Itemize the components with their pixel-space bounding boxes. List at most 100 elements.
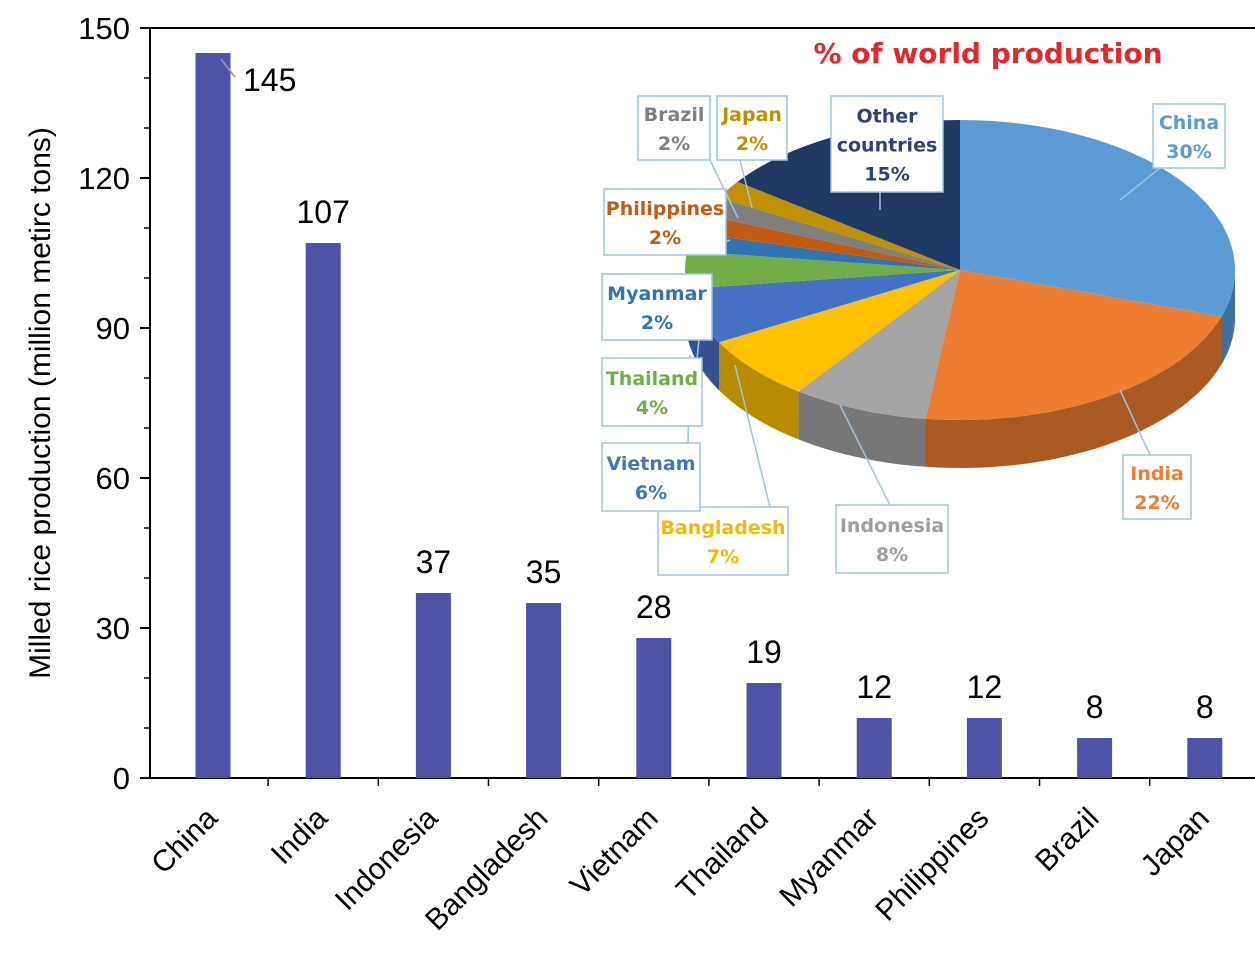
y-tick-label: 30 xyxy=(96,611,130,646)
callout-percent: 6% xyxy=(635,482,667,504)
x-tick-label: Thailand xyxy=(670,802,775,907)
callout-leader xyxy=(739,159,753,209)
callout-china: China 30% xyxy=(1119,103,1226,201)
callout-name: Other xyxy=(856,106,918,128)
callout-name: countries xyxy=(837,135,938,157)
callout-box xyxy=(1152,103,1226,169)
callout-india: India 22% xyxy=(1119,389,1192,520)
y-tick-label: 0 xyxy=(113,761,130,796)
callout-percent: 2% xyxy=(649,227,681,249)
data-label: 12 xyxy=(967,669,1003,705)
pie-side-indonesia xyxy=(798,391,926,467)
callout-box xyxy=(830,95,944,193)
x-tick-label: China xyxy=(145,801,224,880)
callout-name: Myanmar xyxy=(607,283,707,305)
callout-box xyxy=(1122,454,1192,520)
y-tick-label: 60 xyxy=(96,461,130,496)
data-label: 8 xyxy=(1196,689,1214,725)
pie-slice-philippines xyxy=(693,214,960,270)
pie-slice-japan xyxy=(719,181,960,270)
data-label: 107 xyxy=(297,194,350,230)
x-tick-label: Philippines xyxy=(869,802,995,928)
pie-slice-india xyxy=(925,270,1222,420)
callout-box xyxy=(637,95,711,161)
x-tick-label: Brazil xyxy=(1029,802,1105,878)
callout-leader xyxy=(709,159,739,219)
callout-brazil: Brazil 2% xyxy=(637,95,739,219)
bar-brazil xyxy=(1077,738,1113,778)
callout-name: Bangladesh xyxy=(660,517,785,539)
pie-chart: % of world productionChina30%India22%Ind… xyxy=(601,37,1235,576)
data-label: 19 xyxy=(746,634,782,670)
callout-name: Indonesia xyxy=(840,515,944,537)
callout-percent: 8% xyxy=(876,544,908,566)
bar-myanmar xyxy=(856,718,892,778)
callout-thailand: Thailand 4% xyxy=(601,329,703,427)
callout-name: Thailand xyxy=(606,368,698,390)
callout-philippines: Philippines 2% xyxy=(603,188,731,256)
callout-leader xyxy=(1119,389,1151,456)
data-label: 145 xyxy=(243,62,296,98)
callout-percent: 30% xyxy=(1166,141,1211,163)
bar-philippines xyxy=(966,718,1002,778)
pie-slice-bangladesh xyxy=(719,270,960,392)
x-tick-label: Myanmar xyxy=(773,802,885,914)
data-label: 35 xyxy=(526,554,562,590)
callout-myanmar: Myanmar 2% xyxy=(601,273,713,341)
callout-other-countries: Other countries 15% xyxy=(830,95,944,210)
callout-box xyxy=(657,506,789,576)
callout-name: China xyxy=(1159,112,1219,134)
pie-side-bangladesh xyxy=(719,342,799,440)
pie-slice-indonesia xyxy=(798,270,960,419)
callout-leader xyxy=(1119,167,1161,201)
callout-name: India xyxy=(1130,463,1184,485)
callout-box xyxy=(716,95,788,161)
callout-indonesia: Indonesia 8% xyxy=(835,404,949,574)
callout-leader xyxy=(839,404,891,506)
pie-slice-thailand xyxy=(685,251,960,289)
callout-bangladesh: Bangladesh 7% xyxy=(657,364,789,576)
pie-side-india xyxy=(925,316,1222,468)
x-tick-label: Vietnam xyxy=(564,802,665,903)
callout-percent: 2% xyxy=(658,133,690,155)
pie-slice-brazil xyxy=(704,197,960,270)
data-label-leader xyxy=(220,58,236,78)
callout-vietnam: Vietnam 6% xyxy=(601,354,701,512)
callout-box xyxy=(603,188,727,256)
bar-vietnam xyxy=(636,638,672,778)
data-label: 8 xyxy=(1086,689,1104,725)
pie-title: % of world production xyxy=(813,37,1162,70)
callout-name: Vietnam xyxy=(607,453,696,475)
x-tick-label: Indonesia xyxy=(329,801,445,917)
pie-slice-vietnam xyxy=(687,270,960,343)
callout-percent: 7% xyxy=(707,546,739,568)
callout-percent: 22% xyxy=(1134,492,1179,514)
callout-japan: Japan 2% xyxy=(716,95,788,209)
pie-slice-china xyxy=(960,120,1235,317)
pie-top xyxy=(685,120,1235,420)
bar-thailand xyxy=(746,683,782,778)
callout-leader xyxy=(734,364,771,508)
data-label: 28 xyxy=(636,589,672,625)
bar-japan xyxy=(1187,738,1223,778)
y-axis-title: Milled rice production (million metirc t… xyxy=(24,127,57,679)
y-tick-label: 150 xyxy=(78,11,130,46)
callout-percent: 2% xyxy=(641,312,673,334)
callout-percent: 15% xyxy=(864,164,909,186)
bar-china xyxy=(195,53,231,778)
callout-percent: 2% xyxy=(736,133,768,155)
pie-slice-myanmar xyxy=(687,232,960,270)
pie-callouts: China 30% India 22% Indonesia 8% Bangladesh 7% V… xyxy=(601,95,1226,576)
callout-name: Brazil xyxy=(644,104,705,126)
y-tick-label: 120 xyxy=(78,161,130,196)
data-label: 12 xyxy=(856,669,892,705)
callout-percent: 4% xyxy=(636,397,668,419)
bar-bangladesh xyxy=(526,603,562,778)
y-tick-label: 90 xyxy=(96,311,130,346)
callout-name: Philippines xyxy=(606,198,724,220)
bar-india xyxy=(305,243,341,778)
data-label: 37 xyxy=(416,544,452,580)
bar-indonesia xyxy=(415,593,451,778)
callout-box xyxy=(601,442,701,512)
